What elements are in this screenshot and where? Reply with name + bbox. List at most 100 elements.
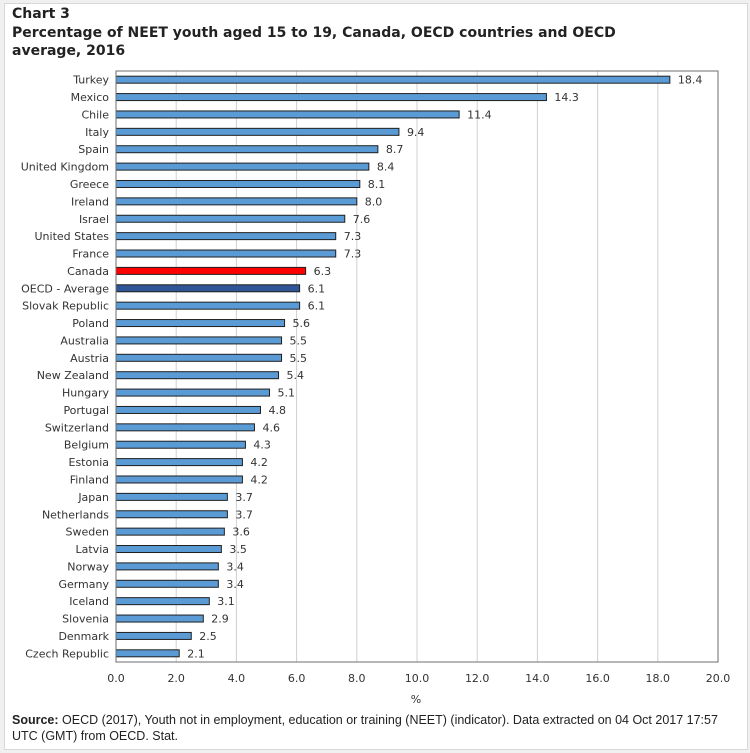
bar [115,145,379,154]
value-label: 2.5 [199,630,217,643]
bar [115,319,286,328]
category-label: Germany [58,578,109,591]
category-label: Slovak Republic [22,300,109,313]
category-label: Portugal [63,404,109,417]
value-labels: 18.4 14.3 11.4 9.48.7 8.4 8.1 8.0 7.6 7.3 7.3 6.3 6… [187,74,702,661]
category-labels: Turkey Mexico Chile Italy Spain United Kingdo… [21,74,110,661]
bar [115,249,337,258]
category-label: United Kingdom [21,161,109,174]
value-label: 3.4 [226,560,244,573]
category-label: Netherlands [42,508,109,521]
bar [115,440,246,449]
bar [115,388,271,397]
bar [115,458,243,467]
value-label: 3.1 [217,595,235,608]
bar [115,562,219,571]
value-label: 5.6 [293,317,311,330]
bar [115,510,228,519]
source-note: Source: OECD (2017), Youth not in employ… [12,712,732,744]
x-tick-label: 20.0 [706,672,731,685]
category-label: Belgium [64,439,109,452]
category-label: Switzerland [45,421,109,434]
category-label: Estonia [69,456,110,469]
value-label: 7.3 [344,248,362,261]
bar [115,197,358,206]
category-label: Iceland [69,595,109,608]
category-label: Denmark [58,630,109,643]
value-label: 2.9 [211,613,229,626]
bar [115,232,337,241]
category-label: Sweden [66,526,109,539]
bar [115,266,307,275]
value-label: 4.8 [268,404,286,417]
x-tick-label: 14.0 [525,672,550,685]
bar [115,127,400,136]
x-tick-label: 2.0 [167,672,185,685]
bar [115,371,280,380]
category-label: Austria [70,352,109,365]
value-label: 11.4 [467,108,492,121]
x-tick-labels: 0.0 2.0 4.0 6.0 8.0 10.0 12.0 14.0 16.0 18.0 20.0 [107,672,730,685]
value-label: 8.1 [368,178,386,191]
source-text: OECD (2017), Youth not in employment, ed… [12,713,718,743]
category-label: Spain [78,143,109,156]
category-label: Turkey [72,74,109,87]
value-label: 18.4 [678,74,703,87]
value-label: 4.2 [250,456,267,469]
value-label: 6.1 [308,300,326,313]
bar [115,301,301,310]
category-label: Czech Republic [25,647,109,660]
value-label: 5.5 [290,352,308,365]
value-label: 5.4 [287,369,305,382]
category-label: Australia [60,334,109,347]
category-label: Canada [67,265,109,278]
value-label: 8.7 [386,143,404,156]
bar [115,353,283,362]
value-label: 4.3 [253,439,271,452]
category-label: New Zealand [37,369,109,382]
bar [115,492,228,501]
bar [115,162,370,171]
category-label: Slovenia [62,613,109,626]
x-tick-label: 0.0 [107,672,125,685]
x-tick-label: 16.0 [585,672,610,685]
x-axis-label: % [411,693,421,706]
bar [115,475,243,484]
value-label: 14.3 [554,91,579,104]
value-label: 3.6 [232,526,250,539]
bars [115,75,671,658]
value-label: 8.0 [365,195,383,208]
bar [115,597,210,606]
source-label: Source: [12,713,59,727]
bar [115,179,361,188]
category-label: Ireland [71,195,109,208]
value-label: 5.5 [290,334,308,347]
value-label: 8.4 [377,161,395,174]
plot-border [115,70,719,663]
category-label: Finland [70,473,109,486]
bar [115,423,255,432]
category-label: Poland [72,317,109,330]
value-label: 4.2 [250,473,267,486]
value-label: 7.3 [344,230,362,243]
category-label: Italy [85,126,109,139]
chart-title: Percentage of NEET youth aged 15 to 19, … [12,25,616,59]
bar [115,631,192,640]
bar [115,545,222,554]
bar [115,75,671,84]
bar [115,614,204,623]
value-label: 3.5 [229,543,247,556]
category-label: Latvia [76,543,110,556]
bar [115,405,261,414]
value-label: 9.4 [407,126,425,139]
value-label: 5.1 [278,387,296,400]
category-label: Japan [77,491,109,504]
x-tick-label: 8.0 [348,672,366,685]
value-label: 7.6 [353,213,371,226]
value-label: 3.4 [226,578,244,591]
value-label: 6.3 [314,265,332,278]
category-label: Hungary [62,387,109,400]
category-label: Mexico [71,91,110,104]
bar [115,214,346,223]
